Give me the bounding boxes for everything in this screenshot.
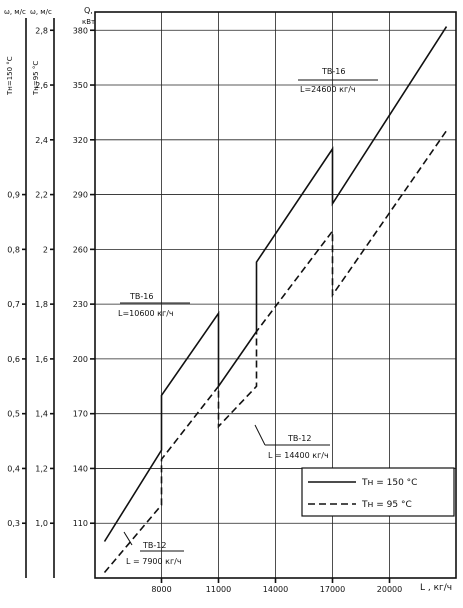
secondary-axis-2-sub: Тн=95 °С <box>32 61 40 96</box>
main-y-tick-label-3: 200 <box>73 355 88 364</box>
annotation-tb12-right: ТВ-12 L = 14400 кг/ч <box>254 424 330 460</box>
series-line-tn95 <box>103 130 448 574</box>
annotation-tb16-left-text: L=10600 кг/ч <box>118 309 174 318</box>
secondary-axis-1-tick-label-2: 0,5 <box>7 410 20 419</box>
main-y-axis-label: Q, <box>84 6 93 15</box>
annotation-tb12-right-title: ТВ-12 <box>287 434 311 443</box>
main-y-tick-label-2: 170 <box>73 410 88 419</box>
secondary-axis-2-tick-label-3: 1,4 <box>35 410 48 419</box>
secondary-axis-1-tick-label-5: 0,8 <box>7 245 20 254</box>
secondary-axis-2-tick-label-1: 1,0 <box>35 519 48 528</box>
main-y-tick-label-1: 140 <box>73 464 88 473</box>
secondary-axis-1-header: ω, м/с <box>4 8 26 16</box>
legend: Тн = 150 °С Тн = 95 °С <box>301 467 455 517</box>
secondary-axis-1-tick-label-4: 0,7 <box>7 300 20 309</box>
annotation-tb16-left: ТВ-16 L=10600 кг/ч <box>118 292 190 318</box>
x-tick-label-0: 8000 <box>151 585 171 594</box>
secondary-axis-2-tick-label-10: 2,8 <box>35 26 48 35</box>
x-tick-label-1: 11000 <box>206 585 231 594</box>
x-tick-label-4: 20000 <box>377 585 402 594</box>
annotation-tb12-left-text: L = 7900 кг/ч <box>126 557 182 566</box>
main-y-tick-label-8: 350 <box>73 81 88 90</box>
x-tick-label-2: 14000 <box>263 585 288 594</box>
secondary-axis-1-sub: Тн=150 °С <box>6 56 14 96</box>
annotation-tb12-left-title: ТВ-12 <box>142 541 166 550</box>
secondary-axis-2-tick-label-5: 1,8 <box>35 300 48 309</box>
grid <box>95 12 456 578</box>
main-y-tick-label-4: 230 <box>73 300 88 309</box>
secondary-axis-1-tick-label-0: 0,3 <box>7 519 20 528</box>
secondary-axis-2-tick-label-4: 1,6 <box>35 355 48 364</box>
annotation-tb16-right-title: ТВ-16 <box>321 67 345 76</box>
x-tick-label-3: 17000 <box>320 585 345 594</box>
series-line-tn150 <box>103 26 448 542</box>
main-y-axis-unit: кВт <box>82 18 95 26</box>
annotation-tb16-right: ТВ-16 L=24600 кг/ч <box>298 67 378 94</box>
main-y-tick-label-5: 260 <box>73 245 88 254</box>
annotation-tb16-right-text: L=24600 кг/ч <box>300 85 356 94</box>
annotation-tb12-left: ТВ-12 L = 7900 кг/ч <box>123 531 184 566</box>
secondary-axis-2-tick-label-9: 2,6 <box>35 81 48 90</box>
secondary-axis-2-tick-label-7: 2,2 <box>35 191 48 200</box>
main-y-tick-label-7: 320 <box>73 136 88 145</box>
secondary-axis-1-tick-label-1: 0,4 <box>7 464 20 473</box>
secondary-axis-2-tick-label-2: 1,2 <box>35 464 48 473</box>
main-y-tick-label-9: 380 <box>73 26 88 35</box>
annotation-tb12-right-text: L = 14400 кг/ч <box>268 451 329 460</box>
secondary-axis-1-tick-label-3: 0,6 <box>7 355 20 364</box>
legend-entry-solid: Тн = 150 °С <box>361 478 417 488</box>
annotation-tb16-left-title: ТВ-16 <box>129 292 153 301</box>
axes <box>22 11 457 583</box>
series-group <box>103 26 448 574</box>
tick-labels: 110 140 170 200 230 260 290 320 350 380 0,3 0,4 0,5 0… <box>7 26 402 594</box>
secondary-axis-2-tick-label-8: 2,4 <box>35 136 48 145</box>
secondary-axis-2-tick-label-6: 2 <box>43 245 48 254</box>
x-axis-label: L , кг/ч <box>420 583 452 593</box>
secondary-axis-1-tick-label-6: 0,9 <box>7 191 20 200</box>
legend-entry-dashed: Тн = 95 °С <box>361 500 412 510</box>
main-y-tick-label-6: 290 <box>73 191 88 200</box>
main-y-tick-label-0: 110 <box>73 519 88 528</box>
secondary-axis-2-header: ω, м/с <box>30 8 52 16</box>
